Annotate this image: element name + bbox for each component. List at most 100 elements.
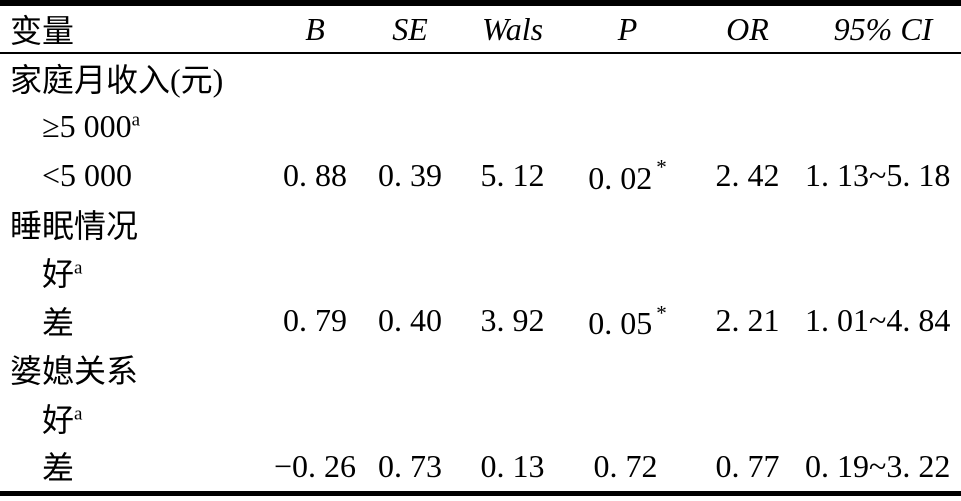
row-label-text: 婆媳关系 [10, 353, 139, 390]
cell-or [690, 394, 805, 443]
significance-asterisk [626, 107, 630, 131]
cell-b: 0. 88 [283, 156, 347, 193]
row-label: 差 [0, 442, 270, 493]
significance-asterisk [626, 398, 630, 422]
cell-ci [805, 103, 961, 152]
cell-wals: 5. 12 [480, 156, 545, 193]
cell-ci [805, 345, 961, 394]
cell-b: −0. 26 [273, 447, 357, 484]
cell-ci: 1. 01~4. 84 [805, 302, 951, 339]
cell-b [270, 248, 360, 297]
row-label-text: 好 [42, 401, 75, 438]
row-label-text: ≥5 000 [42, 108, 132, 145]
table-row-sleep-ref: 好a [0, 248, 961, 297]
cell-p [565, 345, 690, 394]
cell-p: 0. 02 * [565, 151, 690, 200]
significance-asterisk: * [656, 155, 667, 180]
cell-or [690, 200, 805, 249]
cell-b [270, 200, 360, 249]
cell-se [360, 53, 460, 103]
cell-ci: 0. 19~3. 22 [805, 447, 951, 484]
cell-se: 0. 40 [378, 302, 442, 339]
cell-b [270, 345, 360, 394]
row-label-text: 家庭月收入(元) [10, 62, 224, 99]
row-label-text: 差 [42, 450, 75, 487]
cell-or [690, 103, 805, 152]
table-row-group-inlaw: 婆媳关系 [0, 345, 961, 394]
cell-ci [805, 248, 961, 297]
row-label-text: 睡眠情况 [10, 207, 139, 244]
column-header-p: P [565, 3, 690, 54]
row-label: 家庭月收入(元) [0, 53, 270, 103]
column-header-se: SE [360, 3, 460, 54]
cell-p [565, 200, 690, 249]
cell-ci [805, 53, 961, 103]
p-value: 0. 02 [588, 159, 653, 196]
significance-asterisk [626, 204, 630, 228]
row-label: 好a [0, 394, 270, 443]
table-row-sleep-poor: 差 0. 79 0. 40 3. 92 0. 05 * 2. 21 1. 01~4… [0, 297, 961, 346]
table-row-income-ref: ≥5 000a [0, 103, 961, 152]
cell-wals [460, 53, 565, 103]
column-header-b: B [270, 3, 360, 54]
cell-se [360, 394, 460, 443]
table-row-income-low: <5 000 0. 88 0. 39 5. 12 0. 02 * 2. 42 1.… [0, 151, 961, 200]
cell-or: 2. 42 [715, 156, 780, 193]
cell-b: 0. 79 [283, 302, 347, 339]
footnote-marker: a [131, 109, 140, 131]
row-label: 睡眠情况 [0, 200, 270, 249]
table-row-group-income: 家庭月收入(元) [0, 53, 961, 103]
cell-wals [460, 345, 565, 394]
row-label: 婆媳关系 [0, 345, 270, 394]
cell-p [565, 248, 690, 297]
p-value: 0. 05 [588, 305, 653, 342]
cell-ci: 1. 13~5. 18 [805, 156, 951, 193]
row-label: ≥5 000a [0, 103, 270, 152]
significance-asterisk [626, 58, 630, 82]
column-header-wals: Wals [460, 3, 565, 54]
cell-se [360, 345, 460, 394]
cell-se: 0. 39 [378, 156, 442, 193]
cell-wals: 3. 92 [480, 302, 545, 339]
cell-ci [805, 200, 961, 249]
cell-se: 0. 73 [378, 447, 442, 484]
table-row-inlaw-poor: 差 −0. 26 0. 73 0. 13 0. 72 0. 77 0. 19~3… [0, 442, 961, 493]
cell-ci [805, 394, 961, 443]
row-label: 好a [0, 248, 270, 297]
p-value: 0. 72 [593, 447, 658, 484]
cell-wals [460, 248, 565, 297]
table-row-inlaw-ref: 好a [0, 394, 961, 443]
row-label: <5 000 [0, 151, 270, 200]
significance-asterisk: * [656, 300, 667, 325]
row-label-text: <5 000 [42, 156, 133, 193]
cell-wals: 0. 13 [480, 447, 545, 484]
significance-asterisk [626, 252, 630, 276]
significance-asterisk [658, 446, 662, 470]
table-row-group-sleep: 睡眠情况 [0, 200, 961, 249]
cell-p: 0. 05 * [565, 297, 690, 346]
cell-se [360, 103, 460, 152]
cell-wals [460, 103, 565, 152]
cell-se [360, 200, 460, 249]
cell-or [690, 53, 805, 103]
column-header-variable: 变量 [0, 3, 270, 54]
footnote-marker: a [74, 257, 83, 279]
cell-p: 0. 72 [565, 442, 690, 493]
column-header-or: OR [690, 3, 805, 54]
cell-wals [460, 200, 565, 249]
cell-b [270, 53, 360, 103]
row-label-text: 好 [42, 256, 75, 293]
footnote-marker: a [74, 403, 83, 425]
cell-p [565, 53, 690, 103]
cell-wals [460, 394, 565, 443]
cell-b [270, 103, 360, 152]
cell-se [360, 248, 460, 297]
cell-p [565, 394, 690, 443]
cell-p [565, 103, 690, 152]
row-label: 差 [0, 297, 270, 346]
cell-b [270, 394, 360, 443]
row-label-text: 差 [42, 304, 75, 341]
column-header-ci: 95% CI [805, 3, 961, 54]
